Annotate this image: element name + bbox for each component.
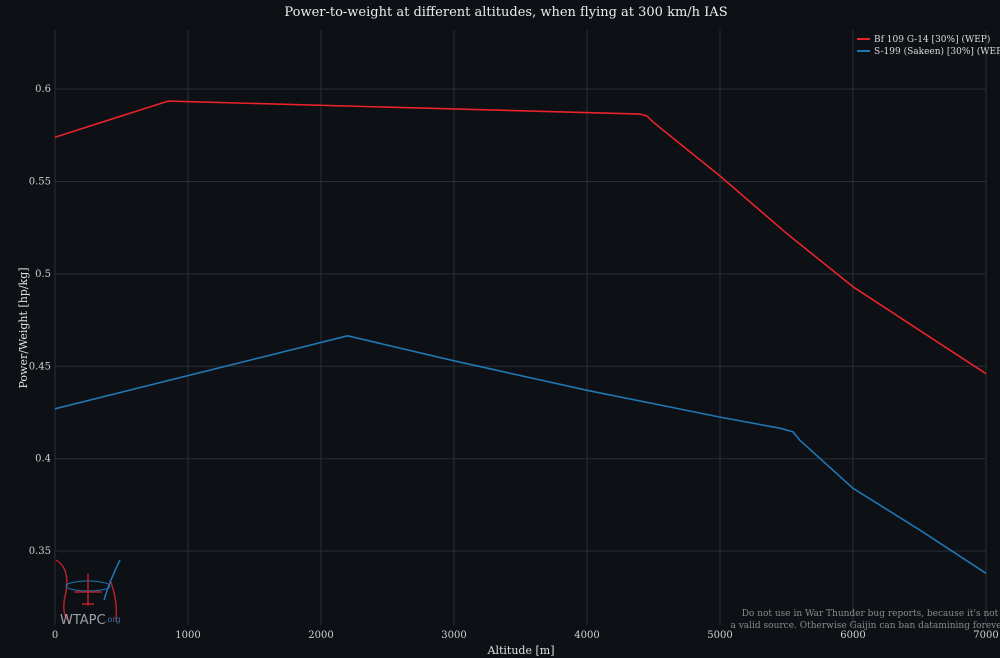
series-line-s199 [54,334,987,574]
x-tick-label: 3000 [441,630,466,641]
chart-title: Power-to-weight at different altitudes, … [284,5,727,20]
x-tick-label: 2000 [308,630,333,641]
grid [54,30,987,625]
legend-entry-s199: S-199 (Sakeen) [30%] (WEP) [874,46,1000,57]
x-tick-label: 7000 [973,630,998,641]
y-tick-label: 0.6 [35,84,51,95]
y-axis-label: Power/Weight [hp/kg] [17,267,30,388]
disclaimer: Do not use in War Thunder bug reports, b… [730,609,1000,631]
watermark-logo: WTAPC .org [55,559,121,628]
logo-text: WTAPC [60,613,106,628]
y-tick-labels: 0.35 0.4 0.45 0.5 0.55 0.6 [29,84,51,557]
logo-red-bracket-icon-right [109,579,118,623]
y-tick-label: 0.4 [35,454,51,465]
legend: Bf 109 G-14 [30%] (WEP) S-199 (Sakeen) [… [857,34,1000,57]
disclaimer-line-1: Do not use in War Thunder bug reports, b… [742,609,999,619]
y-tick-label: 0.5 [35,269,51,280]
disclaimer-line-2: a valid source. Otherwise Gaijin can ban… [730,621,1000,631]
legend-entry-bf109: Bf 109 G-14 [30%] (WEP) [874,34,990,45]
logo-plane-icon [74,574,102,606]
series-lines [54,100,987,574]
logo-red-bracket-icon [55,559,71,623]
y-tick-label: 0.45 [29,361,51,372]
y-tick-label: 0.35 [29,546,51,557]
x-tick-label: 0 [52,630,58,641]
x-tick-label: 6000 [840,630,865,641]
series-line-bf109 [54,100,987,375]
x-axis-label: Altitude [m] [487,644,555,657]
x-tick-labels: 0 1000 2000 3000 4000 5000 6000 7000 [52,630,999,641]
x-tick-label: 5000 [707,630,732,641]
y-tick-label: 0.55 [29,177,51,188]
x-tick-label: 4000 [574,630,599,641]
x-tick-label: 1000 [175,630,200,641]
logo-suffix: .org [105,615,121,624]
logo-blue-bracket-icon [103,559,121,601]
